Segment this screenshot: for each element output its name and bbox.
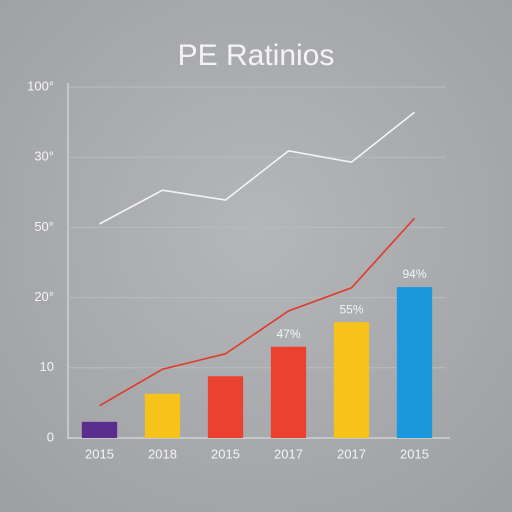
- bar: [270, 346, 307, 438]
- x-tick-label: 2017: [274, 446, 303, 461]
- y-tick-label: 0: [47, 429, 54, 444]
- annotation: 94%: [402, 267, 426, 281]
- x-tick-label: 2018: [148, 446, 177, 461]
- x-tick-label: 2015: [400, 446, 429, 461]
- y-tick-label: 30°: [34, 149, 54, 164]
- line: [99, 111, 415, 225]
- annotation: 55%: [339, 302, 363, 316]
- y-tick-label: 20°: [34, 289, 54, 304]
- x-tick-label: 2015: [211, 446, 240, 461]
- bar: [81, 421, 118, 438]
- x-tick-label: 2015: [85, 446, 114, 461]
- y-tick-label: 100°: [27, 78, 54, 93]
- chart-title: PE Ratinios: [178, 39, 335, 72]
- line: [99, 217, 416, 407]
- annotation: 47%: [276, 327, 300, 341]
- bar: [333, 322, 370, 438]
- x-tick-label: 2017: [337, 446, 366, 461]
- y-tick-label: 10: [40, 359, 54, 374]
- bar: [207, 376, 244, 438]
- bar: [144, 393, 181, 438]
- y-tick-label: 50°: [34, 219, 54, 234]
- bar: [396, 287, 433, 438]
